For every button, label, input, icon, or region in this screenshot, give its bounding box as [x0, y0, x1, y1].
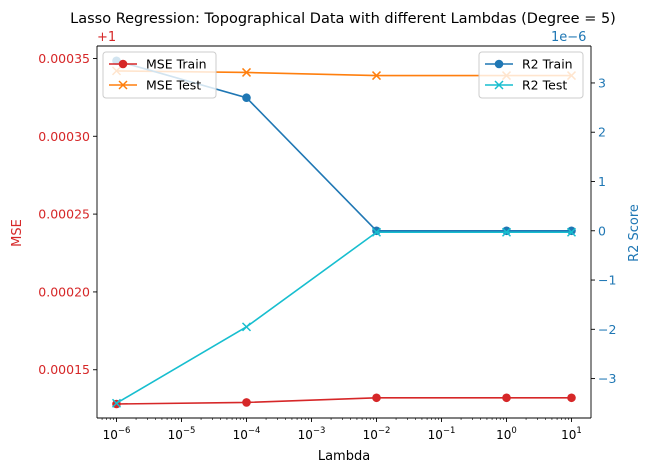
x-tick-label-5: 10−1 — [428, 426, 456, 442]
data-point-r2-test-0 — [111, 398, 122, 408]
data-point-mse-train-2 — [372, 393, 381, 403]
x-tick-label-3: 10−3 — [298, 426, 326, 442]
left-tick-label-0: 0.00015 — [38, 362, 90, 377]
left-tick-label-4: 0.00035 — [38, 51, 90, 66]
data-point-mse-test-2 — [371, 71, 382, 81]
legend-label: R2 Test — [522, 78, 567, 93]
data-point-r2-test-3 — [501, 227, 512, 237]
data-point-mse-train-1 — [242, 398, 251, 407]
series-line-r2-test — [116, 231, 572, 404]
x-tick-label-2: 10−4 — [233, 426, 261, 442]
right-tick-label-5: 2 — [598, 125, 606, 140]
data-point-r2-train-1 — [242, 93, 251, 103]
legend-upper-right: R2 Train R2 Test — [478, 51, 584, 99]
legend-marker — [494, 59, 504, 69]
right-tick-label-6: 3 — [598, 75, 606, 90]
legend-marker — [494, 80, 504, 90]
right-axis-offset-text: 1e−6 — [551, 30, 586, 45]
data-point-mse-test-1 — [241, 67, 252, 77]
left-tick-label-2: 0.00025 — [38, 207, 90, 222]
right-tick-label-2: −1 — [598, 273, 616, 288]
x-tick-label-1: 10−5 — [168, 426, 196, 442]
x-tick-label-0: 10−6 — [103, 426, 131, 442]
legend-marker — [118, 80, 128, 90]
chart-title: Lasso Regression: Topographical Data wit… — [70, 11, 616, 27]
legend-label: MSE Test — [146, 78, 201, 93]
data-point-r2-test-4 — [566, 227, 577, 237]
right-tick-label-1: −2 — [598, 322, 616, 337]
data-point-mse-train-3 — [502, 393, 511, 403]
x-tick-label-6: 100 — [496, 426, 517, 442]
left-axis-label: MSE — [10, 219, 25, 247]
data-point-r2-test-1 — [241, 322, 252, 332]
data-point-mse-train-4 — [567, 393, 576, 403]
data-point-r2-train-4 — [567, 226, 576, 236]
legend-upper-left: MSE Train MSE Test — [102, 51, 217, 99]
right-tick-label-3: 0 — [598, 223, 606, 238]
x-axis-label: Lambda — [318, 449, 370, 464]
x-tick-label-7: 101 — [561, 426, 582, 442]
legend-label: R2 Train — [522, 57, 573, 72]
legend-label: MSE Train — [146, 57, 207, 72]
right-axis-label: R2 Score — [627, 204, 642, 262]
right-tick-label-0: −3 — [598, 371, 616, 386]
x-tick-label-4: 10−2 — [363, 426, 391, 442]
left-tick-label-3: 0.00030 — [38, 129, 90, 144]
left-tick-label-1: 0.00020 — [38, 284, 90, 299]
legend-marker — [118, 59, 128, 69]
data-point-r2-test-2 — [371, 227, 382, 237]
data-point-r2-train-3 — [502, 226, 511, 236]
right-tick-label-4: 1 — [598, 174, 606, 189]
left-axis-offset-text: +1 — [97, 30, 116, 45]
